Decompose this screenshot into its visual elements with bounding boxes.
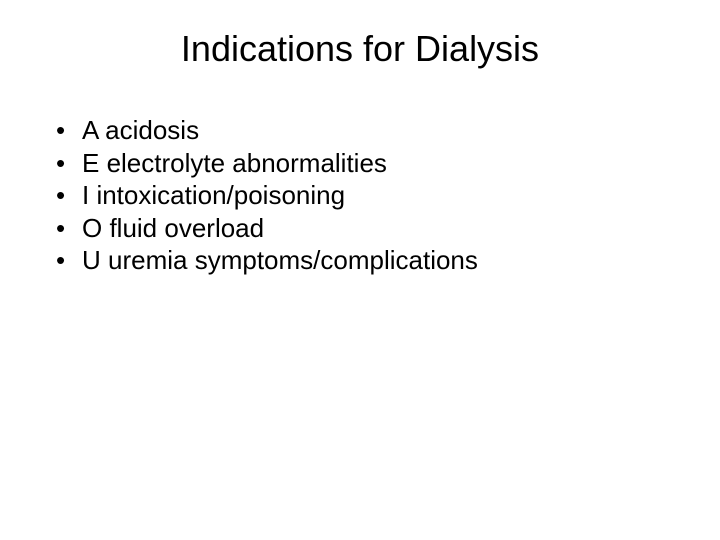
bullet-list: • A acidosis • E electrolyte abnormaliti… xyxy=(0,114,720,277)
bullet-text: A acidosis xyxy=(82,114,720,147)
bullet-text: U uremia symptoms/complications xyxy=(82,244,720,277)
bullet-icon: • xyxy=(56,179,82,212)
bullet-text: E electrolyte abnormalities xyxy=(82,147,720,180)
list-item: • U uremia symptoms/complications xyxy=(56,244,720,277)
list-item: • A acidosis xyxy=(56,114,720,147)
bullet-text: O fluid overload xyxy=(82,212,720,245)
bullet-icon: • xyxy=(56,212,82,245)
bullet-icon: • xyxy=(56,244,82,277)
bullet-icon: • xyxy=(56,114,82,147)
bullet-text: I intoxication/poisoning xyxy=(82,179,720,212)
slide-title: Indications for Dialysis xyxy=(0,28,720,70)
list-item: • O fluid overload xyxy=(56,212,720,245)
list-item: • E electrolyte abnormalities xyxy=(56,147,720,180)
bullet-icon: • xyxy=(56,147,82,180)
slide-container: Indications for Dialysis • A acidosis • … xyxy=(0,0,720,540)
list-item: • I intoxication/poisoning xyxy=(56,179,720,212)
